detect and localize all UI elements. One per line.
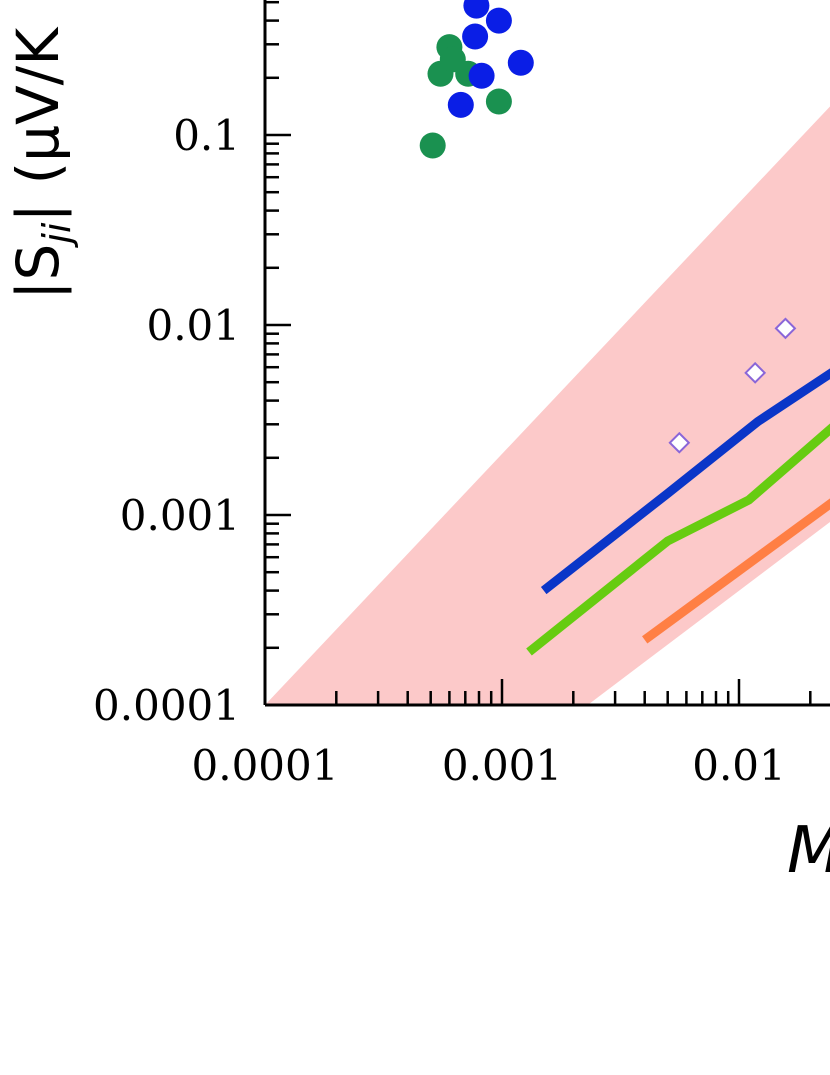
series-lines [526, 368, 830, 656]
series-2-point-5 [485, 7, 512, 34]
axis-ticks [263, 0, 812, 707]
tick-labels: 0.0001 0.001 0.01 0.1 0.0001 0.001 0.01 [93, 111, 786, 790]
y-tick-label-2: 0.001 [120, 491, 240, 540]
series-3-point-2 [744, 361, 767, 384]
x-tick-label-1: 0.0001 [192, 741, 339, 790]
confidence-band [265, 106, 830, 705]
series-2-point-2 [462, 23, 489, 50]
series-2-point-3 [463, 0, 490, 19]
series-2-point-4 [468, 62, 495, 89]
series-4-line [540, 368, 830, 595]
x-tick-label-3: 0.01 [692, 741, 786, 790]
series-1-point-6 [485, 88, 512, 115]
band-region [265, 106, 830, 705]
axes [263, 0, 830, 707]
x-tick-label-2: 0.001 [442, 741, 562, 790]
y-tick-label-1: 0.0001 [93, 681, 240, 730]
y-tick-label-4: 0.1 [173, 111, 240, 160]
y-axis-label: |Sji| (μV/K [4, 26, 79, 300]
series-6-line [642, 498, 830, 644]
series-points [419, 0, 797, 454]
y-tick-label-3: 0.01 [146, 301, 240, 350]
x-axis-label: M [787, 814, 830, 888]
series-2-point-6 [507, 49, 534, 76]
series-3-point-3 [774, 317, 797, 340]
series-2-point-1 [447, 91, 474, 118]
series-1-point-1 [419, 132, 446, 159]
y-axis-label-subscript: ji [35, 222, 79, 249]
series-3-point-1 [668, 431, 691, 454]
y-axis-label-part-2: | (μV/K [4, 26, 72, 223]
series-5-line [526, 423, 830, 656]
y-axis-label-part-1: |S [4, 244, 72, 300]
